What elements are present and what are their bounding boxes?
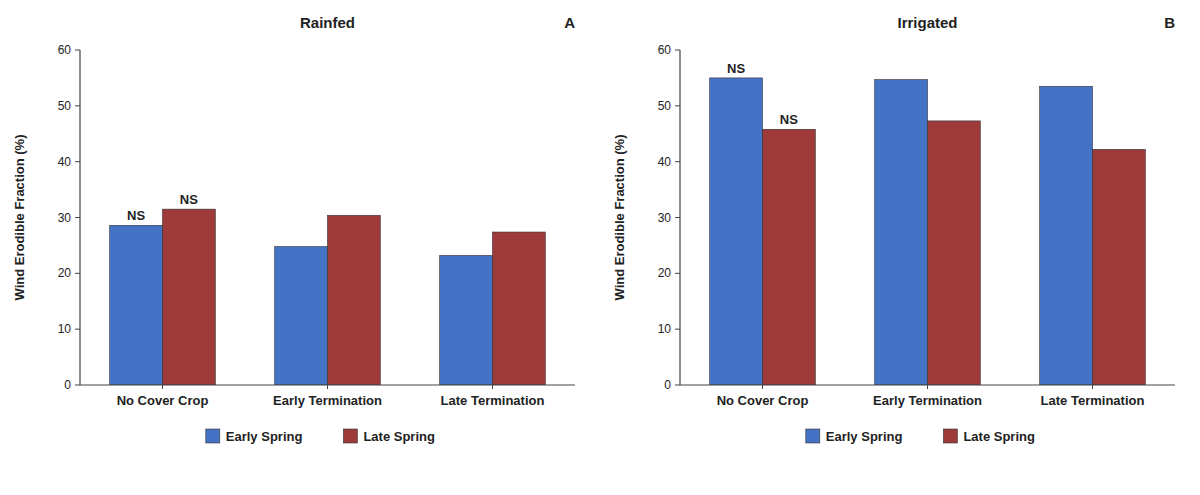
x-tick-label: Late Termination [1041, 393, 1145, 408]
x-tick-label: Late Termination [441, 393, 545, 408]
legend: Early Spring Late Spring [206, 429, 435, 444]
y-tick [675, 50, 680, 51]
bar [763, 129, 816, 385]
bar [710, 78, 763, 385]
x-tick [492, 385, 493, 389]
legend-swatch [806, 429, 820, 443]
y-tick [75, 105, 80, 106]
y-tick-label: 60 [58, 43, 72, 57]
y-tick [75, 50, 80, 51]
bar [440, 255, 493, 385]
y-tick-label: 40 [658, 155, 672, 169]
y-tick-label: 30 [58, 211, 72, 225]
y-tick-label: 60 [658, 43, 672, 57]
bars [710, 78, 1146, 385]
x-tick [162, 385, 163, 389]
x-tick [327, 385, 328, 389]
panel: 0 10 20 30 40 50 60 Wind Erodible Fraction (%) R… [12, 14, 575, 444]
chart-root: 0 10 20 30 40 50 60 Wind Erodible Fraction (%) R… [0, 0, 1200, 495]
y-tick-label: 50 [658, 99, 672, 113]
title: Rainfed [300, 14, 355, 31]
y-tick [675, 105, 680, 106]
legend-swatch [943, 429, 957, 443]
y-axis-line [679, 50, 680, 385]
legend: Early Spring Late Spring [806, 429, 1035, 444]
y-tick [75, 273, 80, 274]
y-tick-label: 40 [58, 155, 72, 169]
y-axis-label: Wind Erodible Fraction (%) [12, 135, 27, 301]
annotation: NS [727, 61, 745, 76]
x-tick-label: No Cover Crop [117, 393, 209, 408]
bar [275, 247, 328, 385]
bar [875, 80, 928, 385]
panel: 0 10 20 30 40 50 60 Wind Erodible Fraction (%) I… [612, 14, 1175, 444]
legend-label: Late Spring [963, 429, 1035, 444]
legend-label: Late Spring [363, 429, 435, 444]
y-tick-label: 30 [658, 211, 672, 225]
y-tick-label: 50 [58, 99, 72, 113]
bar [1093, 149, 1146, 385]
x-tick-label: No Cover Crop [717, 393, 809, 408]
y-tick [675, 161, 680, 162]
panel-label: A [564, 14, 575, 31]
panel-label: B [1164, 14, 1175, 31]
x-tick-label: Early Termination [273, 393, 382, 408]
y-tick-label: 10 [58, 322, 72, 336]
title: Irrigated [897, 14, 957, 31]
y-axis-label: Wind Erodible Fraction (%) [612, 135, 627, 301]
y-tick [75, 385, 80, 386]
annotation: NS [780, 112, 798, 127]
y-tick-label: 20 [658, 266, 672, 280]
bar [1040, 86, 1093, 385]
y-tick [675, 329, 680, 330]
y-tick-label: 0 [64, 378, 71, 392]
y-tick-label: 10 [658, 322, 672, 336]
legend-swatch [343, 429, 357, 443]
x-tick [1092, 385, 1093, 389]
y-tick-label: 0 [664, 378, 671, 392]
y-tick [75, 217, 80, 218]
y-tick [75, 329, 80, 330]
legend-label: Early Spring [226, 429, 303, 444]
bar [928, 121, 981, 385]
bar [110, 225, 163, 385]
bars [110, 209, 546, 385]
x-tick [762, 385, 763, 389]
bar [328, 215, 381, 385]
y-tick-label: 20 [58, 266, 72, 280]
x-tick [927, 385, 928, 389]
annotation: NS [127, 208, 145, 223]
legend-label: Early Spring [826, 429, 903, 444]
bar [163, 209, 216, 385]
y-tick [675, 273, 680, 274]
x-tick-label: Early Termination [873, 393, 982, 408]
y-tick [75, 161, 80, 162]
bar [493, 232, 546, 385]
y-tick [675, 217, 680, 218]
y-tick [675, 385, 680, 386]
y-axis-line [79, 50, 80, 385]
legend-swatch [206, 429, 220, 443]
annotation: NS [180, 192, 198, 207]
